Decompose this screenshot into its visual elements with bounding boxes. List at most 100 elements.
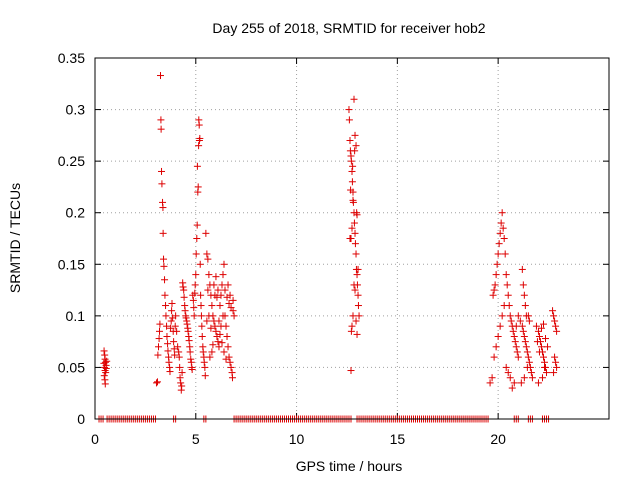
data-point <box>509 327 517 335</box>
data-point <box>215 343 223 351</box>
data-point <box>185 337 193 345</box>
data-point <box>533 338 541 346</box>
data-point <box>225 299 233 307</box>
data-point <box>167 317 175 325</box>
x-tick-label: 0 <box>91 431 99 447</box>
data-point <box>100 372 108 380</box>
data-point <box>508 384 516 392</box>
data-point <box>518 322 526 330</box>
data-point <box>520 291 528 299</box>
data-point <box>102 369 110 377</box>
data-point <box>542 335 550 343</box>
data-point <box>514 312 522 320</box>
data-point <box>216 302 224 310</box>
data-point <box>195 121 203 129</box>
data-point <box>520 332 528 340</box>
data-point <box>158 167 166 175</box>
data-point <box>152 379 160 387</box>
data-point <box>527 369 535 377</box>
data-point <box>203 317 211 325</box>
data-point <box>101 380 109 388</box>
data-point <box>176 374 184 382</box>
data-point <box>227 304 235 312</box>
data-point <box>187 355 195 363</box>
data-point <box>216 330 224 338</box>
data-point <box>175 353 183 361</box>
data-point <box>214 338 222 346</box>
data-point <box>502 271 510 279</box>
data-point <box>534 327 542 335</box>
data-point <box>158 180 166 188</box>
data-point <box>193 162 201 170</box>
data-point <box>349 196 357 204</box>
data-point <box>205 312 213 320</box>
data-point <box>354 265 362 273</box>
data-point <box>498 209 506 217</box>
data-point <box>218 339 226 347</box>
data-point <box>201 372 209 380</box>
data-point <box>524 353 532 361</box>
data-point <box>518 265 526 273</box>
data-point <box>494 332 502 340</box>
data-point <box>171 322 179 330</box>
data-point <box>177 379 185 387</box>
data-point <box>549 307 557 315</box>
data-point <box>171 351 179 359</box>
data-point <box>172 312 180 320</box>
data-point <box>180 293 188 301</box>
data-point <box>230 312 238 320</box>
data-point <box>228 374 236 382</box>
data-point <box>195 142 203 150</box>
data-point <box>492 343 500 351</box>
y-axis-label: SRMTID / TECUs <box>7 183 23 293</box>
data-point <box>514 353 522 361</box>
data-point <box>496 229 504 237</box>
data-point <box>552 358 560 366</box>
x-tick-label: 15 <box>390 431 406 447</box>
data-point <box>495 240 503 248</box>
data-point <box>163 332 171 340</box>
data-point <box>192 250 200 258</box>
data-point <box>196 260 204 268</box>
data-point <box>190 312 198 320</box>
data-point <box>486 379 494 387</box>
data-point <box>202 229 210 237</box>
data-point <box>490 286 498 294</box>
data-point <box>553 363 561 371</box>
data-point <box>156 327 164 335</box>
x-tick-label: 20 <box>490 431 506 447</box>
data-point <box>162 302 170 310</box>
data-point <box>165 358 173 366</box>
data-point <box>208 348 216 356</box>
data-point <box>528 374 536 382</box>
y-tick-label: 0 <box>77 411 85 427</box>
data-point <box>491 281 499 289</box>
data-point <box>100 359 108 367</box>
data-point <box>207 324 215 332</box>
y-tick-label: 0.1 <box>66 308 86 324</box>
data-point <box>220 348 228 356</box>
data-point <box>345 106 353 114</box>
data-point <box>535 332 543 340</box>
data-point <box>153 378 161 386</box>
data-point <box>209 341 217 349</box>
data-point <box>523 363 531 371</box>
data-point <box>496 322 504 330</box>
data-point <box>551 353 559 361</box>
data-point <box>198 332 206 340</box>
data-point <box>351 131 359 139</box>
data-point <box>160 255 168 263</box>
data-point <box>506 312 514 320</box>
data-point <box>193 235 201 242</box>
data-point <box>224 281 232 289</box>
data-point <box>191 289 199 297</box>
data-point <box>199 348 207 356</box>
data-point <box>180 286 188 294</box>
y-tick-label: 0.05 <box>58 359 85 375</box>
data-point <box>193 221 201 229</box>
data-point <box>347 235 355 242</box>
data-point <box>210 281 218 289</box>
data-point <box>160 262 168 270</box>
data-point <box>348 178 356 186</box>
